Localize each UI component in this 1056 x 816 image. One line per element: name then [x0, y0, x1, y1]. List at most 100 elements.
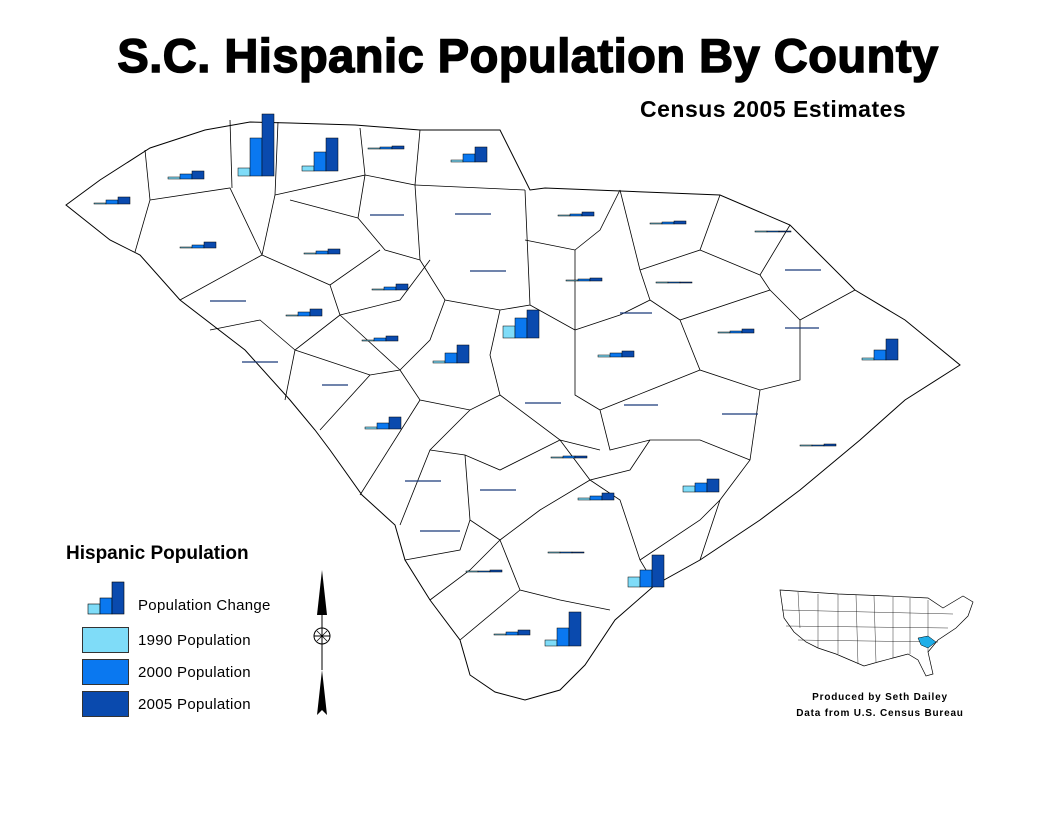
bar-2005	[673, 220, 687, 225]
county-bar-symbol	[557, 211, 595, 217]
us-outline	[779, 589, 974, 677]
legend-label: 2000 Population	[138, 664, 251, 681]
legend-population-change-icon	[87, 581, 125, 615]
bar-2005	[574, 455, 588, 459]
bar-2000	[873, 349, 887, 361]
bar-1990	[167, 176, 181, 180]
bar-2000	[562, 455, 576, 459]
bar-2005	[517, 629, 531, 636]
bar-2000	[505, 631, 519, 636]
county-bar-symbol	[597, 350, 635, 358]
county-bar-symbol	[179, 241, 217, 249]
county-bar-symbol	[627, 554, 665, 588]
bar-2005	[568, 611, 582, 647]
legend-label: 2005 Population	[138, 696, 251, 713]
bar-2005	[117, 196, 131, 205]
bar-1990	[301, 165, 315, 172]
bar-2005	[191, 170, 205, 180]
bar-2000	[249, 137, 263, 177]
bar-2000	[639, 569, 653, 588]
bar-2000	[383, 286, 397, 291]
county-bar-symbol	[450, 146, 488, 163]
bar-1990	[649, 222, 663, 225]
county-bar-symbol	[649, 220, 687, 225]
bar-2005	[823, 443, 837, 447]
bar-1990	[577, 497, 591, 501]
bar-2000	[609, 352, 623, 358]
bar-1990	[799, 444, 813, 447]
bar-1990	[371, 288, 385, 291]
bar-2005	[203, 241, 217, 249]
compass-rose-icon	[313, 627, 331, 645]
legend-label: Population Change	[138, 597, 271, 614]
bar-1990	[303, 252, 317, 255]
county-bar-symbol	[754, 230, 792, 233]
bar-2000	[179, 173, 193, 180]
county-bar-symbol	[167, 170, 205, 180]
bar-2000	[577, 278, 591, 282]
bar-2000	[462, 153, 476, 163]
us-inset-map	[779, 589, 974, 677]
bar-2005	[706, 478, 720, 493]
map-subtitle: Census 2005 Estimates	[640, 96, 907, 122]
bar-2005	[261, 113, 275, 177]
county-bar-symbol	[364, 416, 402, 430]
bar-2000	[373, 337, 387, 342]
bar-2005	[391, 145, 405, 150]
credit-source: Data from U.S. Census Bureau	[796, 708, 964, 719]
bar-2005	[385, 335, 399, 342]
bar-2005	[309, 308, 323, 317]
map-title: S.C. Hispanic Population By County	[117, 28, 939, 83]
bar-1990	[237, 167, 251, 177]
bar-2005	[388, 416, 402, 430]
legend-title: Hispanic Population	[66, 543, 249, 564]
legend-item-2005: 2005 Population	[82, 691, 322, 721]
bar-2000	[376, 422, 390, 430]
bar-2005	[327, 248, 341, 255]
bar-2005	[778, 230, 792, 233]
county-bar-symbol	[550, 455, 588, 459]
county-bar-symbol	[502, 309, 540, 339]
bar-2000	[313, 151, 327, 172]
legend-item-1990: 1990 Population	[82, 627, 322, 657]
bar-1990	[627, 576, 641, 588]
bar-2005	[325, 137, 339, 172]
bar-2005	[601, 492, 615, 501]
legend-swatch-2000	[82, 659, 129, 685]
bar-2005	[885, 338, 899, 361]
bar-2005	[651, 554, 665, 588]
bar-1990	[432, 360, 446, 364]
sc-highlight	[917, 635, 937, 649]
bar-2005	[395, 283, 409, 291]
bar-1990	[450, 159, 464, 163]
bar-2000	[379, 146, 393, 150]
bar-2000	[811, 444, 825, 447]
bar-2005	[474, 146, 488, 163]
bar-2005	[526, 309, 540, 339]
bar-1990	[547, 551, 561, 554]
bar-2000	[297, 311, 311, 317]
county-bar-symbols	[93, 113, 899, 647]
county-bar-symbol	[432, 344, 470, 364]
bar-2000	[514, 317, 528, 339]
bar-1990	[544, 639, 558, 647]
bar-2000	[315, 250, 329, 255]
bar-1990	[655, 281, 669, 284]
bar-2005	[741, 328, 755, 334]
county-bar-symbol	[717, 328, 755, 334]
bar-2000	[569, 213, 583, 217]
bar-1990	[361, 339, 375, 342]
us-state-lines	[781, 591, 954, 665]
county-bar-symbol	[577, 492, 615, 501]
county-bar-symbol	[655, 281, 693, 284]
bar-2005	[489, 569, 503, 573]
bar-1990	[93, 202, 107, 205]
bar-1990	[565, 279, 579, 282]
bar-2000	[556, 627, 570, 647]
bar-2000	[589, 495, 603, 501]
bar-1990	[597, 354, 611, 358]
legend-item-2000: 2000 Population	[82, 659, 322, 689]
bar-2000	[105, 199, 119, 205]
credit-producer: Produced by Seth Dailey	[812, 692, 948, 703]
county-bar-symbol	[682, 478, 720, 493]
